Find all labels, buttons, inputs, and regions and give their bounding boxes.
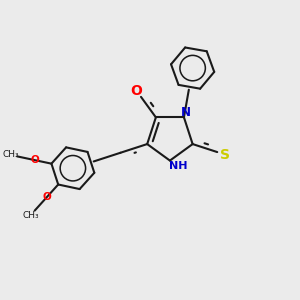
Text: O: O (131, 84, 142, 98)
Text: NH: NH (169, 161, 188, 171)
Text: CH₃: CH₃ (22, 211, 39, 220)
Text: N: N (180, 106, 190, 118)
Text: O: O (43, 192, 51, 202)
Text: O: O (31, 155, 39, 165)
Text: CH₃: CH₃ (2, 151, 19, 160)
Text: S: S (220, 148, 230, 162)
